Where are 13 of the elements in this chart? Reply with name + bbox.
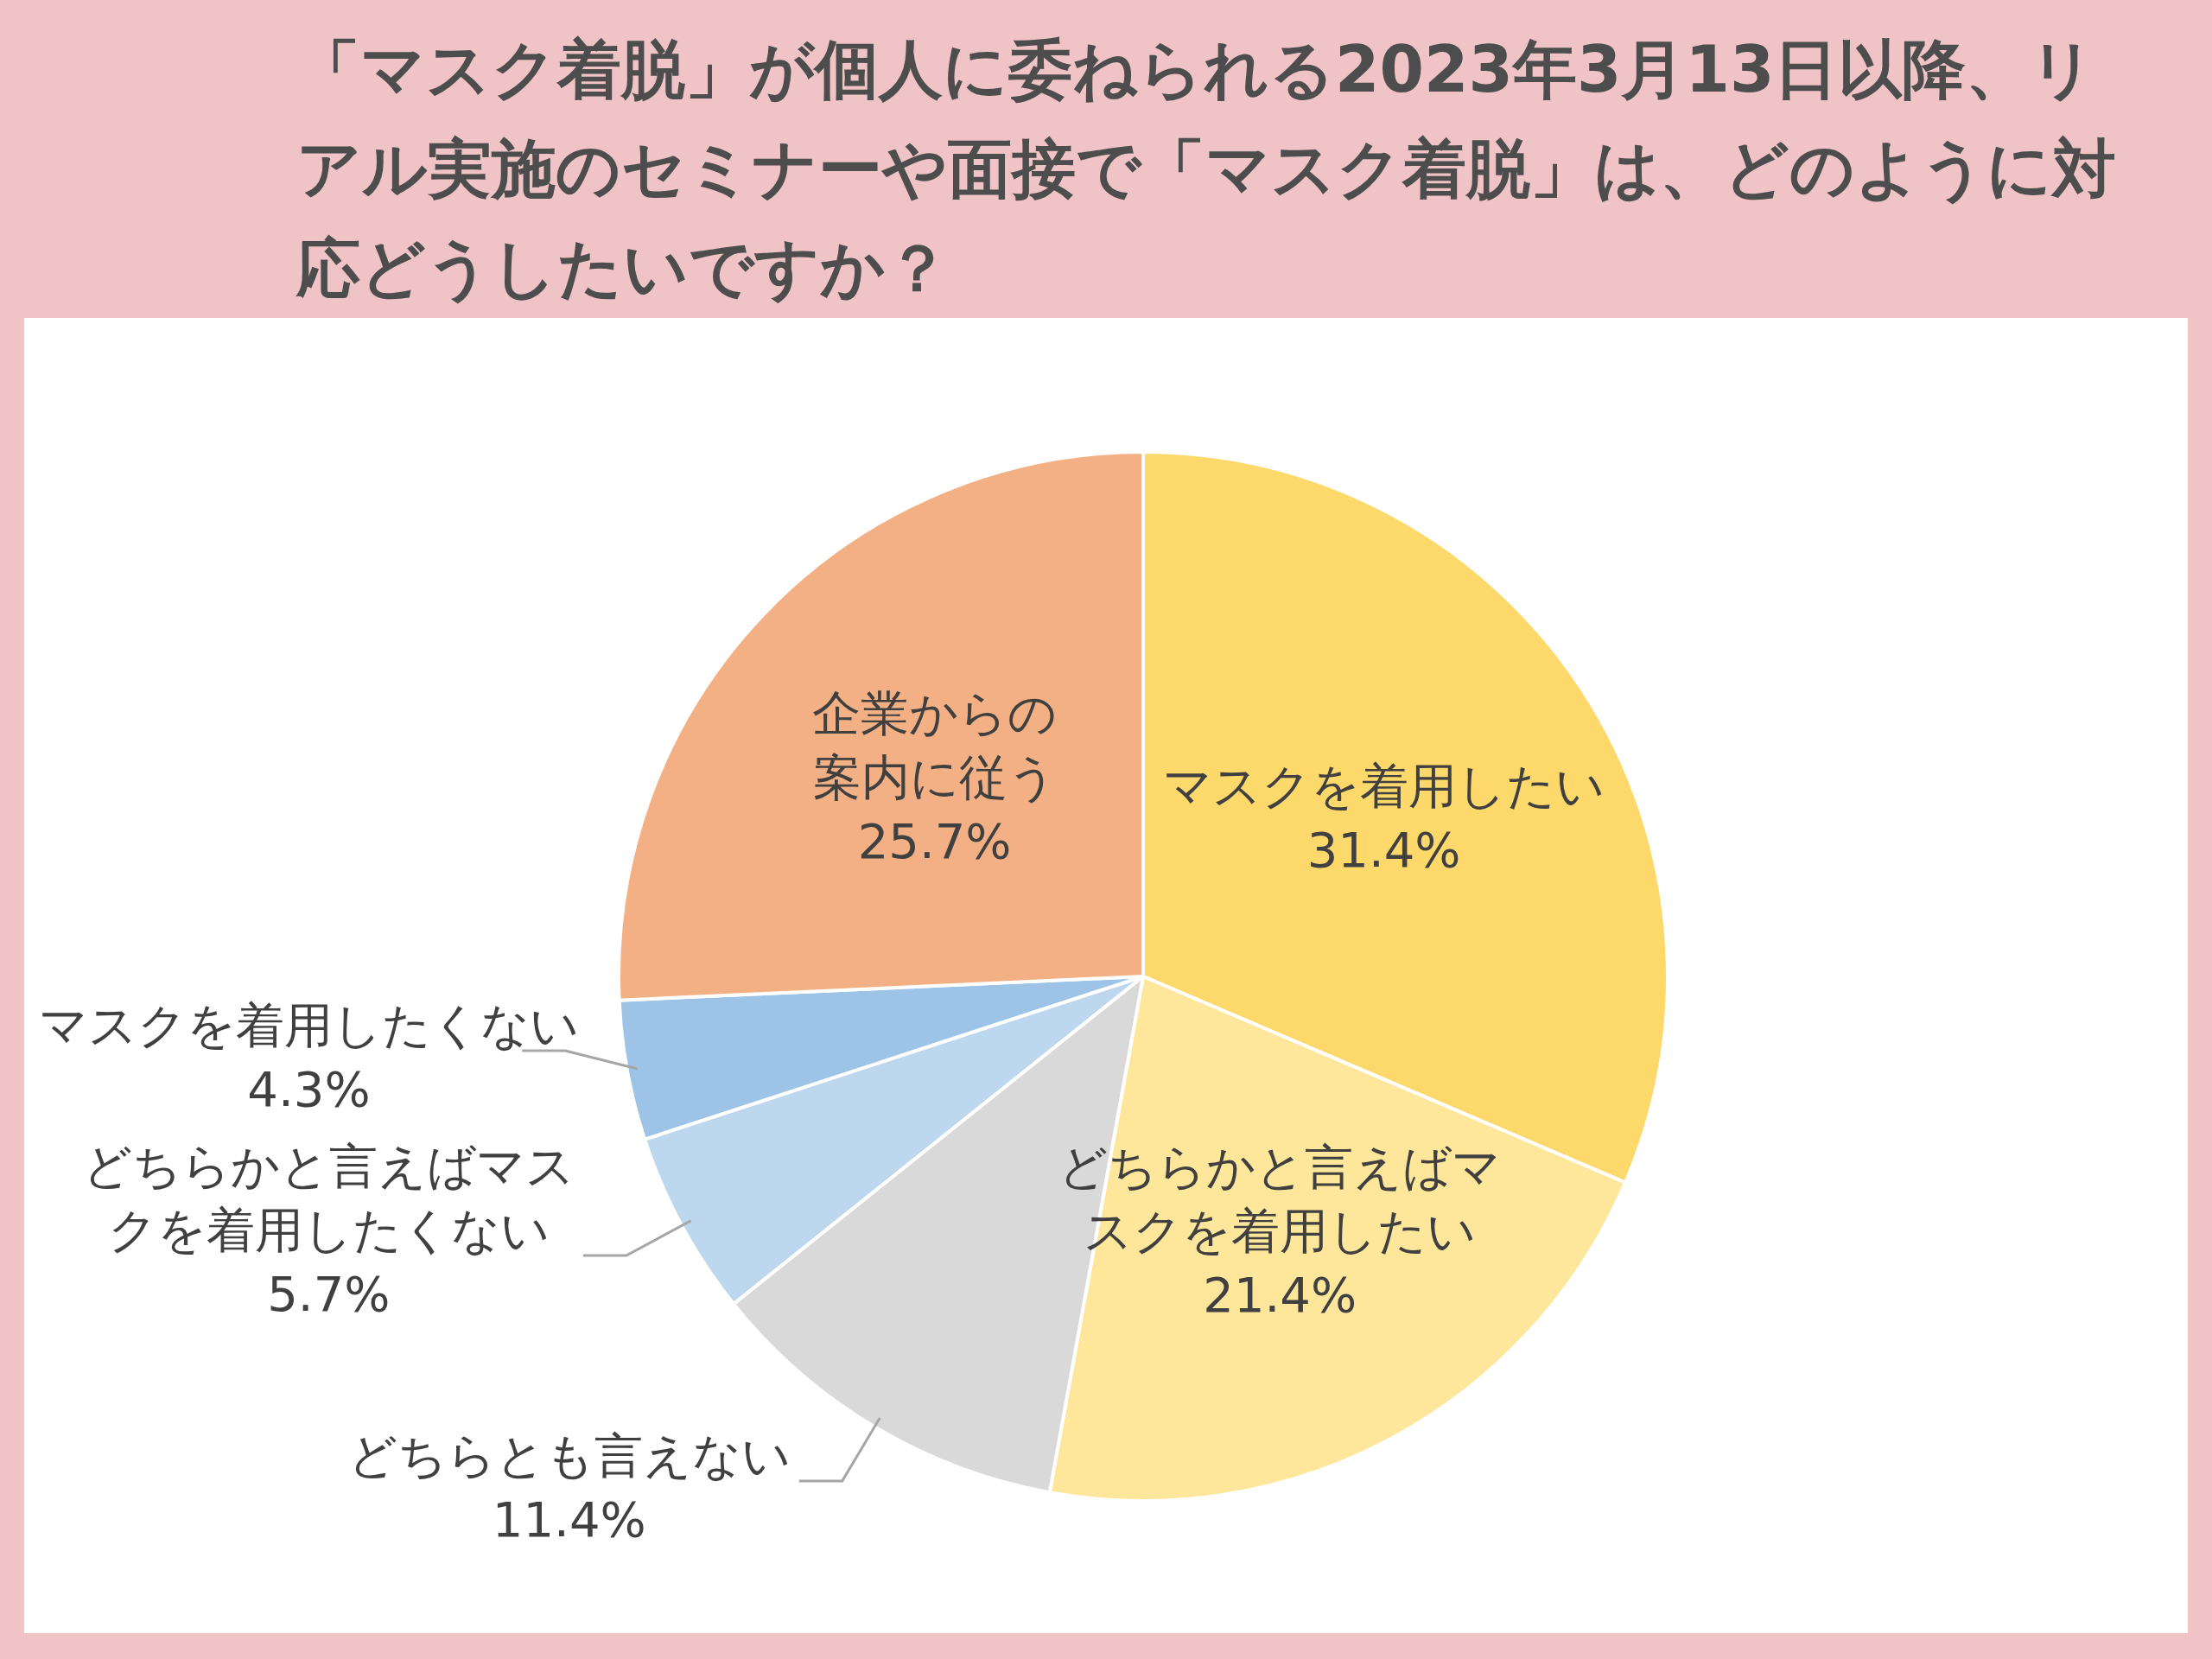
slice-label: どちらかと言えばマスクを着用したい xyxy=(1058,1138,1502,1259)
slice-label: マスクを着用したい xyxy=(1163,757,1605,814)
slice-label: マスクを着用したくない xyxy=(39,997,579,1054)
data-label: 4.3% xyxy=(247,1061,371,1118)
data-label: 25.7% xyxy=(857,812,1012,869)
data-label: 31.4% xyxy=(1306,821,1461,878)
slice-label: 企業からの案内に従う xyxy=(812,684,1058,805)
data-label: 11.4% xyxy=(492,1491,646,1548)
slice-label: どちらとも言えない xyxy=(347,1427,791,1484)
slice-label: どちらかと言えばマスクを着用したくない xyxy=(82,1138,575,1259)
chart-title: 「マスク着脱」が個人に委ねられる2023年3月13日以降、リアル実施のセミナーや面接で「マスク着脱」は、どのように対応どうしたいですか？ xyxy=(296,32,2116,305)
data-label: 5.7% xyxy=(267,1266,391,1323)
data-label: 21.4% xyxy=(1203,1266,1357,1323)
